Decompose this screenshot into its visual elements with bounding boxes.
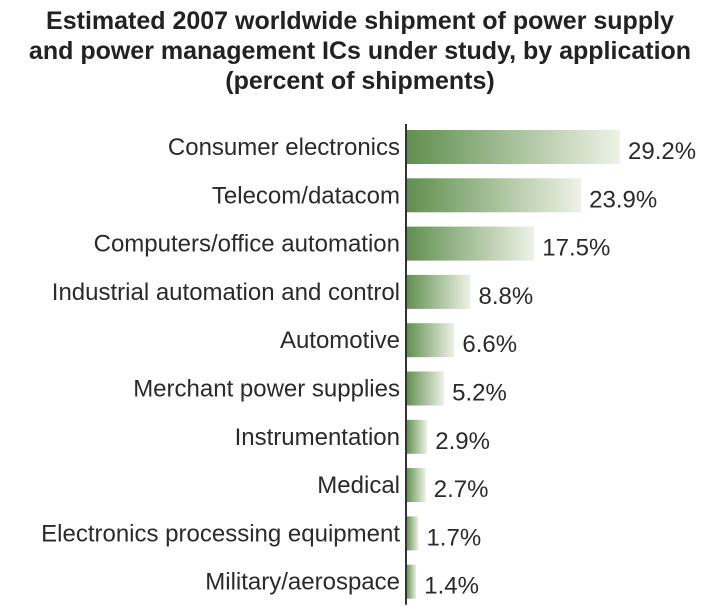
- category-label-5: Merchant power supplies: [133, 376, 400, 403]
- value-label-5: 5.2%: [452, 380, 507, 407]
- value-label-9: 1.4%: [424, 573, 479, 600]
- value-label-8: 1.7%: [426, 524, 481, 551]
- value-label-3: 8.8%: [478, 283, 533, 310]
- bar-7: [406, 468, 426, 503]
- category-label-8: Electronics processing equipment: [41, 520, 400, 547]
- category-label-7: Medical: [317, 472, 400, 499]
- chart-title-line-1: Estimated 2007 worldwide shipment of pow…: [46, 7, 674, 35]
- value-label-1: 23.9%: [589, 186, 657, 213]
- bars-group: Consumer electronics 29.2% Telecom/datacom…: [41, 130, 696, 600]
- bar-9: [406, 564, 417, 599]
- value-label-7: 2.7%: [434, 476, 489, 503]
- chart-title-line-3: (percent of shipments): [225, 67, 495, 95]
- value-label-4: 6.6%: [462, 331, 517, 358]
- category-label-9: Military/aerospace: [205, 569, 400, 596]
- category-label-6: Instrumentation: [235, 424, 400, 451]
- bar-6: [406, 419, 428, 454]
- chart-title-line-2: and power management ICs under study, by…: [28, 37, 692, 65]
- bar-3: [406, 274, 471, 309]
- bar-5: [406, 371, 445, 406]
- bar-8: [406, 516, 419, 551]
- category-label-1: Telecom/datacom: [212, 182, 400, 209]
- bar-0: [406, 130, 620, 164]
- value-label-0: 29.2%: [628, 138, 696, 165]
- value-label-2: 17.5%: [542, 235, 610, 262]
- bar-4: [406, 323, 455, 358]
- bar-2: [406, 226, 535, 261]
- bar-1: [406, 178, 582, 213]
- category-label-4: Automotive: [280, 327, 400, 354]
- category-label-3: Industrial automation and control: [52, 279, 400, 306]
- category-label-2: Computers/office automation: [94, 231, 400, 258]
- chart-title: Estimated 2007 worldwide shipment of pow…: [0, 6, 720, 96]
- value-label-6: 2.9%: [435, 428, 490, 455]
- category-label-0: Consumer electronics: [168, 134, 400, 161]
